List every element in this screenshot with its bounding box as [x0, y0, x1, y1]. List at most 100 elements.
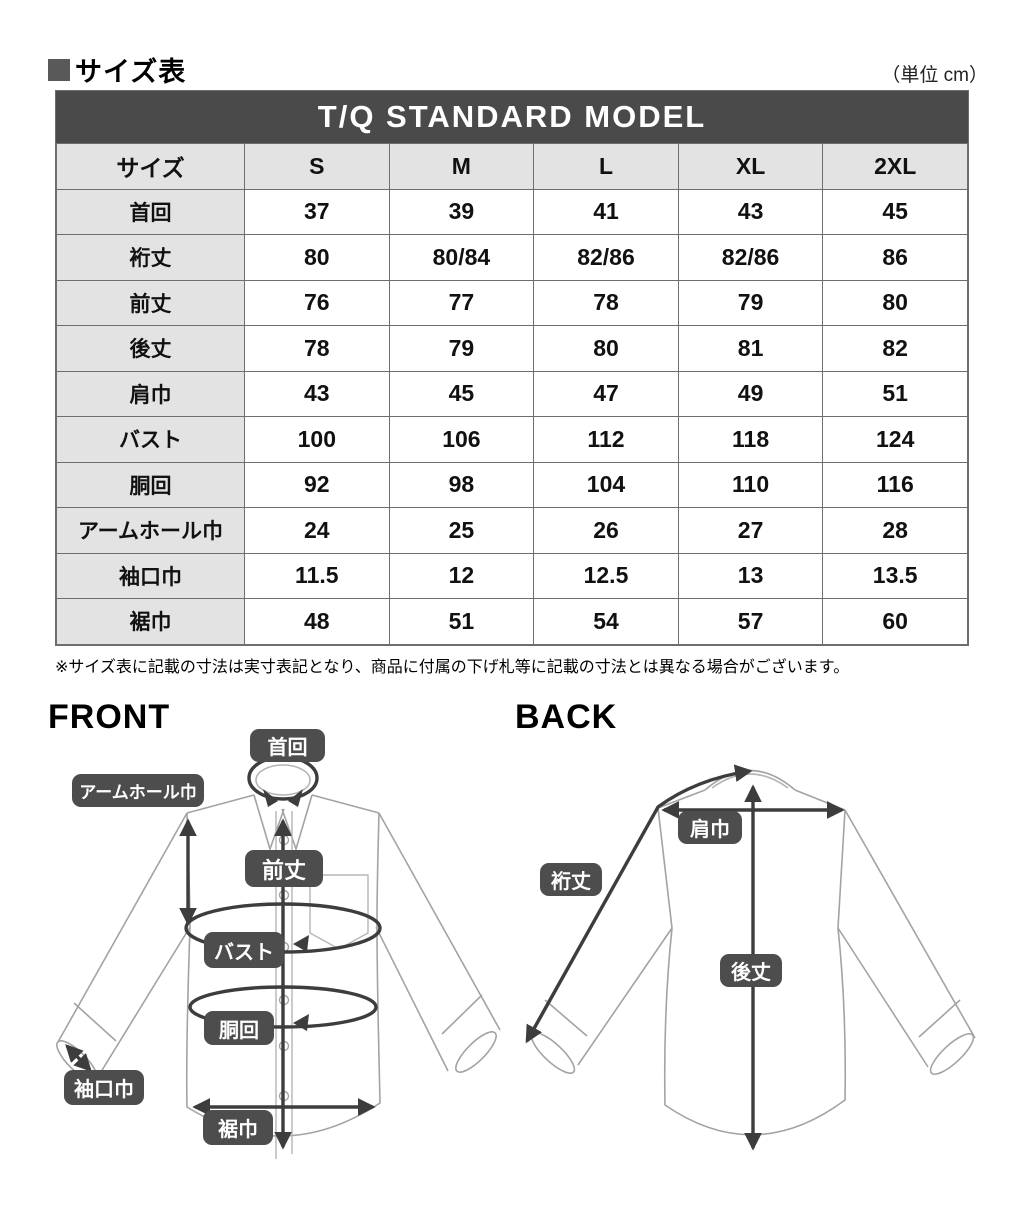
cell: 81: [677, 325, 824, 372]
front-diagram-title: FRONT: [48, 698, 171, 736]
cell: 106: [388, 416, 535, 463]
cell: 77: [388, 279, 535, 326]
page-title-text: サイズ表: [75, 57, 187, 87]
cell: 45: [822, 188, 968, 235]
cell: 57: [677, 598, 824, 645]
size-col-m: M: [388, 143, 535, 190]
back-diagram-title: BACK: [515, 698, 618, 736]
cell: 13: [677, 552, 824, 599]
measure-label-waist: 胴回: [204, 1011, 274, 1045]
table-row: 肩巾 43 45 47 49 51: [56, 370, 968, 417]
measure-label-neck: 首回: [250, 729, 325, 762]
cell: 79: [677, 279, 824, 326]
cell: 100: [244, 416, 390, 463]
table-row: 裄丈 80 80/84 82/86 82/86 86: [56, 234, 968, 281]
front-shirt-diagram: [56, 755, 501, 1159]
table-row: 胴回 92 98 104 110 116: [56, 461, 968, 508]
cell: 24: [244, 507, 390, 554]
table-row: アームホール巾 24 25 26 27 28: [56, 507, 968, 554]
cell: 104: [533, 461, 679, 508]
footnote: ※サイズ表に記載の寸法は実寸表記となり、商品に付属の下げ札等に記載の寸法とは異な…: [55, 659, 850, 676]
cell: 25: [388, 507, 535, 554]
cell: 37: [244, 188, 390, 235]
cell: 41: [533, 188, 679, 235]
sleeve-length-arrow: [525, 764, 753, 1044]
neck-measure-ellipse: [247, 755, 319, 801]
measure-label-hem: 裾巾: [203, 1110, 273, 1145]
row-label: 首回: [56, 188, 245, 235]
unit-note: （単位 cm）: [881, 65, 988, 86]
cell: 82: [822, 325, 968, 372]
measure-label-bust: バスト: [204, 932, 284, 968]
measure-label-armhole: アームホール巾: [72, 774, 204, 807]
cell: 54: [533, 598, 679, 645]
back-shirt-diagram: [525, 764, 976, 1151]
size-col-xl: XL: [677, 143, 824, 190]
cell: 116: [822, 461, 968, 508]
cell: 124: [822, 416, 968, 463]
cell: 12.5: [533, 552, 679, 599]
cell: 80: [244, 234, 390, 281]
row-label: 裾巾: [56, 598, 245, 645]
size-table-grid: サイズ S M L XL 2XL 首回 37 39 41 43 45 裄丈 80…: [56, 143, 968, 645]
cell: 78: [244, 325, 390, 372]
cell: 78: [533, 279, 679, 326]
row-label: 裄丈: [56, 234, 245, 281]
square-bullet-icon: [48, 58, 70, 81]
size-col-2xl: 2XL: [822, 143, 968, 190]
table-title: T/Q STANDARD MODEL: [56, 91, 968, 143]
row-label: 胴回: [56, 461, 245, 508]
size-table: T/Q STANDARD MODEL サイズ S M L XL 2XL 首回 3…: [55, 90, 969, 646]
table-row: バスト 100 106 112 118 124: [56, 416, 968, 463]
table-row: 前丈 76 77 78 79 80: [56, 279, 968, 326]
cell: 82/86: [533, 234, 679, 281]
cell: 43: [677, 188, 824, 235]
cell: 43: [244, 370, 390, 417]
cell: 28: [822, 507, 968, 554]
measure-label-sleeve-length: 裄丈: [540, 863, 602, 896]
cell: 11.5: [244, 552, 390, 599]
measure-label-back-length: 後丈: [720, 954, 782, 987]
page-title: サイズ表: [48, 50, 186, 89]
cell: 13.5: [822, 552, 968, 599]
cell: 39: [388, 188, 535, 235]
cell: 47: [533, 370, 679, 417]
table-row: 袖口巾 11.5 12 12.5 13 13.5: [56, 552, 968, 599]
cell: 112: [533, 416, 679, 463]
size-col-s: S: [244, 143, 390, 190]
row-label: 袖口巾: [56, 552, 245, 599]
cell: 92: [244, 461, 390, 508]
measure-label-cuff: 袖口巾: [64, 1070, 144, 1105]
cell: 48: [244, 598, 390, 645]
cell: 86: [822, 234, 968, 281]
cell: 51: [388, 598, 535, 645]
cell: 79: [388, 325, 535, 372]
cell: 51: [822, 370, 968, 417]
cell: 27: [677, 507, 824, 554]
size-header-row: サイズ S M L XL 2XL: [56, 143, 968, 190]
table-row: 裾巾 48 51 54 57 60: [56, 598, 968, 645]
cell: 80/84: [388, 234, 535, 281]
cell: 26: [533, 507, 679, 554]
cell: 45: [388, 370, 535, 417]
cell: 82/86: [677, 234, 824, 281]
table-row: 首回 37 39 41 43 45: [56, 188, 968, 235]
cell: 118: [677, 416, 824, 463]
table-row: 後丈 78 79 80 81 82: [56, 325, 968, 372]
size-header-label: サイズ: [56, 143, 245, 190]
cuff-width-arrow: [65, 1044, 92, 1072]
cell: 80: [533, 325, 679, 372]
row-label: 肩巾: [56, 370, 245, 417]
cell: 76: [244, 279, 390, 326]
cell: 98: [388, 461, 535, 508]
measure-label-front-length: 前丈: [245, 850, 323, 887]
row-label: バスト: [56, 416, 245, 463]
cell: 110: [677, 461, 824, 508]
measure-label-shoulder: 肩巾: [678, 811, 742, 844]
cell: 49: [677, 370, 824, 417]
cell: 12: [388, 552, 535, 599]
size-col-l: L: [533, 143, 679, 190]
row-label: 後丈: [56, 325, 245, 372]
cell: 80: [822, 279, 968, 326]
